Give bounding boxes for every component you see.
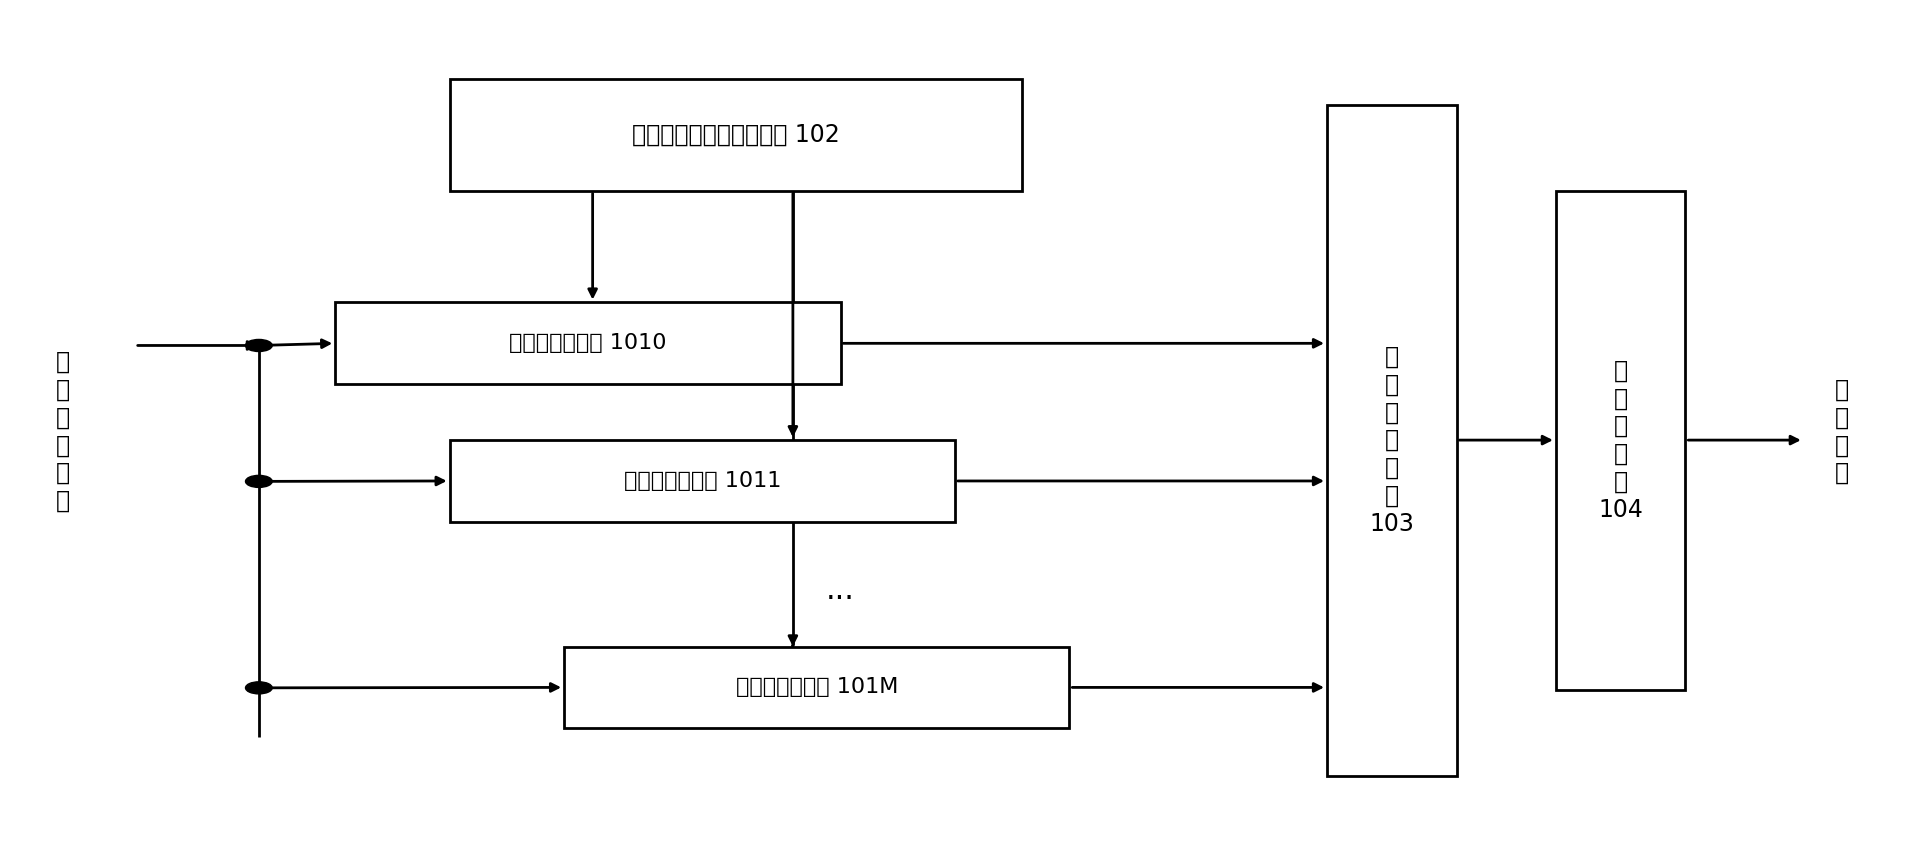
Text: 选
择
性
合
并
器
103: 选 择 性 合 并 器 103 xyxy=(1369,344,1413,536)
Text: 延迟共辄相关器 101M: 延迟共辄相关器 101M xyxy=(735,677,898,697)
Text: 峰
值
检
测
器
104: 峰 值 检 测 器 104 xyxy=(1599,359,1643,521)
Circle shape xyxy=(246,339,273,351)
Text: 延迟共辄相关器 1010: 延迟共辄相关器 1010 xyxy=(510,333,667,353)
Bar xyxy=(563,646,1070,728)
Bar xyxy=(1327,104,1457,776)
Bar xyxy=(449,79,1022,191)
Bar xyxy=(1557,191,1685,690)
Circle shape xyxy=(246,682,273,694)
Text: ···: ··· xyxy=(827,585,856,614)
Text: 同
步
位
置: 同 步 位 置 xyxy=(1836,378,1849,485)
Bar xyxy=(449,440,955,522)
Bar xyxy=(334,302,840,384)
Text: 延迟共辄相关器 1011: 延迟共辄相关器 1011 xyxy=(623,471,781,491)
Text: 输
入
信
号
序
列: 输 入 信 号 序 列 xyxy=(55,350,69,513)
Text: 本地参考共辄序列发生器 102: 本地参考共辄序列发生器 102 xyxy=(632,123,840,147)
Circle shape xyxy=(246,476,273,488)
